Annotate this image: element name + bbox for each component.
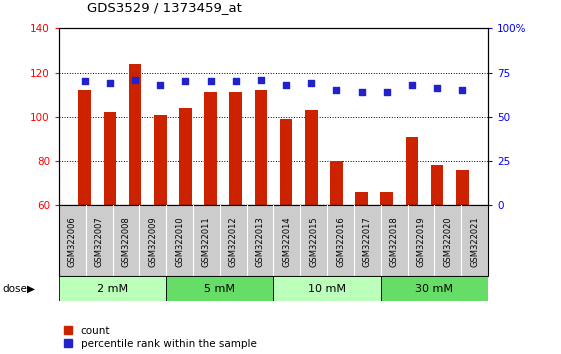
Point [156, 82, 165, 88]
Text: GSM322013: GSM322013 [256, 216, 265, 267]
Point [407, 82, 416, 88]
Bar [229, 92, 242, 205]
Text: GSM322009: GSM322009 [148, 216, 157, 267]
Point [105, 80, 114, 86]
Text: GSM322017: GSM322017 [363, 216, 372, 267]
Text: GDS3529 / 1373459_at: GDS3529 / 1373459_at [87, 1, 242, 14]
Text: ▶: ▶ [27, 284, 35, 293]
Point [256, 77, 265, 82]
Legend: count, percentile rank within the sample: count, percentile rank within the sample [64, 326, 256, 349]
Point [458, 87, 467, 93]
Text: 2 mM: 2 mM [97, 284, 128, 293]
Bar [179, 108, 192, 205]
Bar [104, 113, 116, 205]
Text: GSM322018: GSM322018 [390, 216, 399, 267]
Text: GSM322016: GSM322016 [336, 216, 345, 267]
Point [181, 79, 190, 84]
Point [382, 89, 391, 95]
Point [131, 77, 140, 82]
Text: GSM322019: GSM322019 [416, 216, 425, 267]
Bar [431, 165, 443, 205]
Point [332, 87, 341, 93]
Bar [406, 137, 418, 205]
Bar [204, 92, 217, 205]
Text: GSM322010: GSM322010 [175, 216, 184, 267]
Point [357, 89, 366, 95]
Bar [380, 192, 393, 205]
Text: GSM322020: GSM322020 [443, 216, 452, 267]
Bar [154, 115, 167, 205]
Text: 5 mM: 5 mM [204, 284, 236, 293]
Bar [280, 119, 292, 205]
Point [282, 82, 291, 88]
Point [307, 80, 316, 86]
Bar [166, 276, 273, 301]
Bar [305, 110, 318, 205]
Point [206, 79, 215, 84]
Text: 10 mM: 10 mM [308, 284, 346, 293]
Text: GSM322006: GSM322006 [68, 216, 77, 267]
Bar [456, 170, 468, 205]
Text: GSM322008: GSM322008 [122, 216, 131, 267]
Point [433, 86, 442, 91]
Bar [355, 192, 368, 205]
Point [80, 79, 89, 84]
Bar [255, 90, 267, 205]
Bar [273, 276, 381, 301]
Bar [381, 276, 488, 301]
Bar [59, 276, 166, 301]
Text: GSM322014: GSM322014 [282, 216, 291, 267]
Bar [330, 161, 343, 205]
Text: GSM322007: GSM322007 [95, 216, 104, 267]
Text: 30 mM: 30 mM [416, 284, 453, 293]
Bar [129, 64, 141, 205]
Point [231, 79, 240, 84]
Text: GSM322012: GSM322012 [229, 216, 238, 267]
Text: dose: dose [3, 284, 27, 293]
Text: GSM322021: GSM322021 [470, 216, 479, 267]
Text: GSM322011: GSM322011 [202, 216, 211, 267]
Bar [79, 90, 91, 205]
Text: GSM322015: GSM322015 [309, 216, 318, 267]
